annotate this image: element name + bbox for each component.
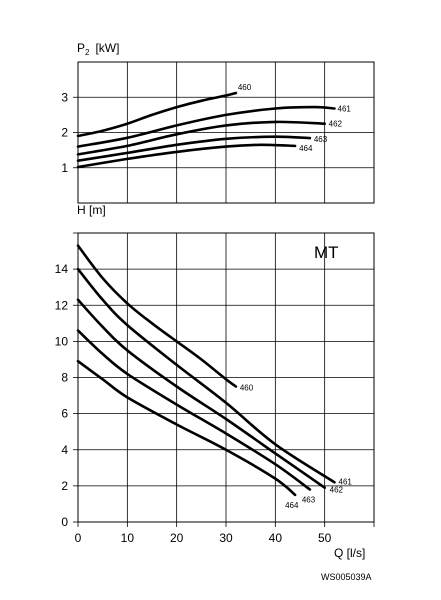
power-curves — [76, 91, 336, 169]
power-grid — [73, 61, 375, 204]
head-curve-label-463: 463 — [302, 495, 316, 504]
power-curve-463 — [76, 135, 312, 162]
head-x-tick-label: 0 — [75, 531, 82, 545]
head-curve-463 — [76, 329, 312, 491]
head-curve-464 — [76, 359, 297, 497]
power-axis-subscript: 2 — [85, 48, 90, 57]
power-y-ticks: 1 2 3 — [61, 90, 68, 175]
power-axis-unit: [kW] — [95, 41, 119, 55]
head-x-tick-label: 30 — [219, 531, 233, 545]
power-y-tick-label: 3 — [61, 90, 68, 104]
head-curve-462 — [76, 298, 326, 489]
head-curve-461 — [76, 267, 336, 484]
head-y-tick-label: 10 — [55, 334, 69, 348]
head-x-tick-label: 50 — [318, 531, 332, 545]
head-curves — [76, 244, 336, 497]
flow-axis-title: Q [l/s] — [334, 546, 365, 560]
head-x-tick-label: 10 — [121, 531, 135, 545]
head-grid — [73, 232, 375, 523]
power-curve-464 — [76, 143, 297, 169]
power-curve-label-460: 460 — [238, 83, 252, 92]
power-curve-label-464: 464 — [299, 144, 313, 153]
power-curve-label-463: 463 — [314, 135, 328, 144]
power-curve-462 — [76, 120, 326, 156]
power-y-tick-label: 2 — [61, 126, 68, 140]
head-curve-label-460: 460 — [240, 384, 254, 393]
head-curve-460 — [76, 244, 238, 388]
power-curve-label-461: 461 — [338, 105, 352, 114]
head-y-tick-label: 6 — [61, 407, 68, 421]
head-curve-label-461: 461 — [339, 477, 353, 486]
head-y-tick-label: 0 — [61, 515, 68, 529]
head-x-ticks: 0 10 20 30 40 50 — [75, 522, 375, 545]
head-x-tick-label: 20 — [170, 531, 184, 545]
head-curve-label-464: 464 — [285, 501, 299, 510]
power-axis-letter: P — [77, 41, 85, 55]
power-curve-461 — [76, 105, 336, 148]
head-y-tick-label: 8 — [61, 371, 68, 385]
head-curve-label-462: 462 — [330, 486, 344, 495]
head-axis-title: H [m] — [77, 203, 106, 217]
head-y-tick-label: 12 — [55, 298, 69, 312]
model-label: MT — [314, 243, 339, 262]
power-y-tick-label: 1 — [61, 161, 68, 175]
head-y-tick-label: 2 — [61, 479, 68, 493]
power-axis-title: P2 [kW] — [77, 41, 119, 57]
power-plot-frame — [77, 61, 375, 204]
power-curve-label-462: 462 — [329, 120, 343, 129]
head-x-tick-label: 40 — [269, 531, 283, 545]
head-y-ticks: 0 2 4 6 8 10 12 14 — [55, 262, 69, 529]
head-y-tick-label: 14 — [55, 262, 69, 276]
power-curve-460 — [76, 91, 238, 138]
image-code: WS005039A — [321, 572, 372, 582]
head-y-tick-label: 4 — [61, 443, 68, 457]
